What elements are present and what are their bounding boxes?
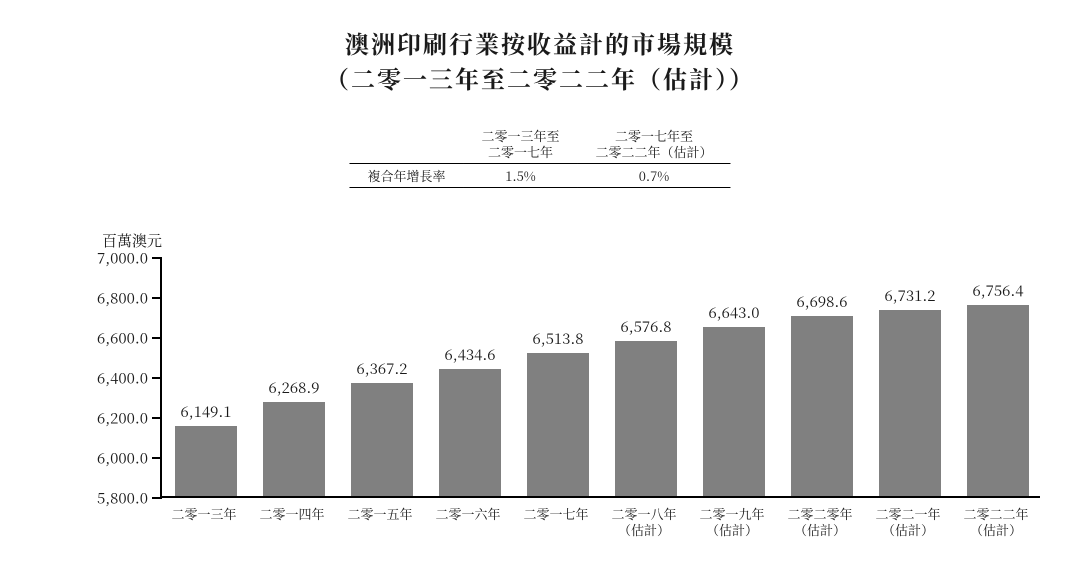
cagr-period-1-line2: 二零一七年	[481, 144, 559, 160]
bar: 6,367.2	[351, 383, 413, 496]
y-tick	[152, 337, 162, 339]
bar: 6,698.6	[791, 316, 853, 496]
x-axis-label-line1: 二零一六年	[435, 506, 500, 522]
chart-title: 澳洲印刷行業按收益計的市場規模 （二零一三年至二零二二年（估計））	[0, 26, 1080, 96]
y-tick-label: 6,800.0	[97, 288, 148, 309]
x-axis-label-line2: （估計）	[699, 522, 764, 538]
chart-title-line1: 澳洲印刷行業按收益計的市場規模	[0, 26, 1080, 61]
x-axis-label-line1: 二零一三年	[171, 506, 236, 522]
bar-value-label: 6,367.2	[356, 358, 407, 379]
cagr-row-label: 複合年增長率	[349, 163, 463, 187]
y-tick	[152, 297, 162, 299]
cagr-value-2: 0.7%	[578, 163, 731, 187]
y-tick-label: 6,600.0	[97, 328, 148, 349]
bar: 6,643.0	[703, 327, 765, 496]
x-axis-label: 二零二二年（估計）	[963, 506, 1028, 539]
y-tick-label: 5,800.0	[97, 488, 148, 509]
x-axis-label-line1: 二零一五年	[347, 506, 412, 522]
x-axis-label: 二零二零年（估計）	[787, 506, 852, 539]
cagr-period-1: 二零一三年至 二零一七年	[463, 126, 577, 163]
bar: 6,731.2	[879, 310, 941, 496]
cagr-period-2-line2: 二零二二年（估計）	[596, 144, 713, 160]
bar-value-label: 6,434.6	[444, 344, 495, 365]
y-tick	[152, 457, 162, 459]
cagr-table: 二零一三年至 二零一七年 二零一七年至 二零二二年（估計） 複合年增長率 1.5…	[349, 126, 730, 188]
cagr-period-2: 二零一七年至 二零二二年（估計）	[578, 126, 731, 163]
chart-title-line2: （二零一三年至二零二二年（估計））	[0, 61, 1080, 96]
bar-value-label: 6,756.4	[972, 280, 1023, 301]
y-tick-label: 7,000.0	[97, 248, 148, 269]
x-axis-label-line2: （估計）	[875, 522, 940, 538]
bar-value-label: 6,149.1	[180, 401, 231, 422]
bar-value-label: 6,731.2	[884, 285, 935, 306]
x-axis-label: 二零一七年	[523, 506, 588, 522]
y-tick-label: 6,400.0	[97, 368, 148, 389]
bar-value-label: 6,513.8	[532, 328, 583, 349]
bar: 6,576.8	[615, 341, 677, 496]
bar-value-label: 6,698.6	[796, 291, 847, 312]
y-tick	[152, 257, 162, 259]
x-axis-label-line2: （估計）	[611, 522, 676, 538]
bar: 6,149.1	[175, 426, 237, 496]
x-axis-label-line1: 二零一四年	[259, 506, 324, 522]
bar-value-label: 6,643.0	[708, 302, 759, 323]
y-tick-label: 6,200.0	[97, 408, 148, 429]
bar-chart: 5,800.06,000.06,200.06,400.06,600.06,800…	[160, 258, 1040, 498]
cagr-value-1: 1.5%	[463, 163, 577, 187]
plot-area: 5,800.06,000.06,200.06,400.06,600.06,800…	[160, 258, 1040, 498]
x-axis-label-line2: （估計）	[787, 522, 852, 538]
x-axis-label: 二零二一年（估計）	[875, 506, 940, 539]
x-axis-label: 二零一八年（估計）	[611, 506, 676, 539]
x-axis-label: 二零一九年（估計）	[699, 506, 764, 539]
page-root: 澳洲印刷行業按收益計的市場規模 （二零一三年至二零二二年（估計）） 二零一三年至…	[0, 0, 1080, 570]
x-axis-label: 二零一六年	[435, 506, 500, 522]
bar: 6,756.4	[967, 305, 1029, 496]
x-axis-label: 二零一五年	[347, 506, 412, 522]
x-axis-label: 二零一三年	[171, 506, 236, 522]
y-tick	[152, 497, 162, 499]
y-tick-label: 6,000.0	[97, 448, 148, 469]
x-axis-label: 二零一四年	[259, 506, 324, 522]
y-tick	[152, 417, 162, 419]
bar-value-label: 6,268.9	[268, 377, 319, 398]
x-axis-label-line1: 二零一七年	[523, 506, 588, 522]
x-axis-label-line2: （估計）	[963, 522, 1028, 538]
bar-value-label: 6,576.8	[620, 316, 671, 337]
bar: 6,513.8	[527, 353, 589, 496]
y-tick	[152, 377, 162, 379]
bar: 6,434.6	[439, 369, 501, 496]
bar: 6,268.9	[263, 402, 325, 496]
